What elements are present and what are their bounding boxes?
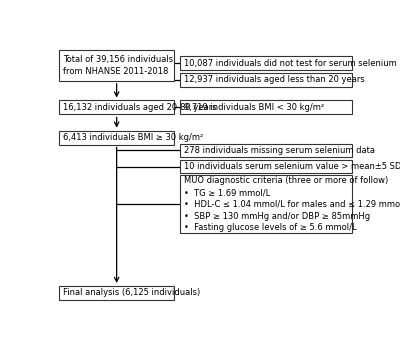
Text: MUO diagnostic criteria (three or more of follow)
•  TG ≥ 1.69 mmol/L
•  HDL-C ≤: MUO diagnostic criteria (three or more o…	[184, 176, 400, 232]
Text: 12,937 individuals aged less than 20 years: 12,937 individuals aged less than 20 yea…	[184, 75, 365, 84]
Text: 6,413 individuals BMI ≥ 30 kg/m²: 6,413 individuals BMI ≥ 30 kg/m²	[63, 133, 204, 142]
Bar	[180, 56, 352, 70]
Text: Final analysis (6,125 individuals): Final analysis (6,125 individuals)	[63, 288, 200, 297]
Text: 278 individuals missing serum selenium data: 278 individuals missing serum selenium d…	[184, 146, 375, 155]
Text: 10,087 individuals did not test for serum selenium: 10,087 individuals did not test for seru…	[184, 59, 397, 68]
Text: 10 individuals serum selenium value > mean±5 SD: 10 individuals serum selenium value > me…	[184, 162, 400, 171]
Bar	[180, 73, 352, 87]
Bar	[59, 286, 174, 300]
Text: 9,719 individuals BMI < 30 kg/m²: 9,719 individuals BMI < 30 kg/m²	[184, 103, 324, 112]
Text: Total of 39,156 individuals
from NHANSE 2011-2018: Total of 39,156 individuals from NHANSE …	[63, 55, 174, 76]
Bar	[59, 50, 174, 81]
Bar	[180, 160, 352, 173]
Bar	[180, 101, 352, 114]
Bar	[59, 131, 174, 144]
Text: 16,132 individuals aged 20-80 years: 16,132 individuals aged 20-80 years	[63, 103, 217, 112]
Bar	[59, 101, 174, 114]
Bar	[180, 176, 352, 233]
Bar	[180, 144, 352, 157]
